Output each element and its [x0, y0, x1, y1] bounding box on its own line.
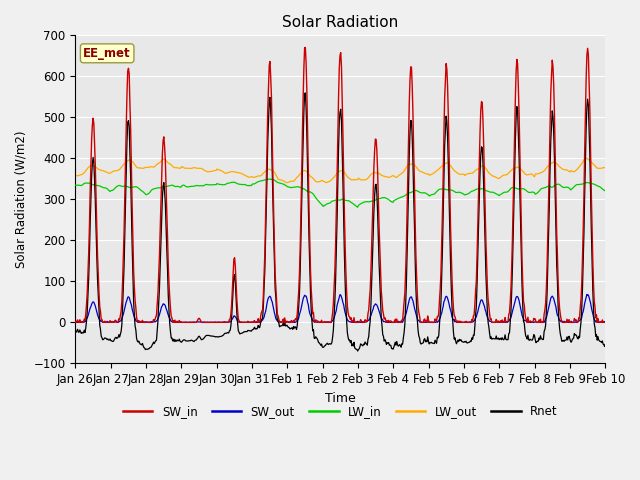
Legend: SW_in, SW_out, LW_in, LW_out, Rnet: SW_in, SW_out, LW_in, LW_out, Rnet [118, 401, 563, 423]
Title: Solar Radiation: Solar Radiation [282, 15, 399, 30]
Y-axis label: Solar Radiation (W/m2): Solar Radiation (W/m2) [15, 131, 28, 268]
Text: EE_met: EE_met [83, 47, 131, 60]
X-axis label: Time: Time [325, 392, 356, 405]
